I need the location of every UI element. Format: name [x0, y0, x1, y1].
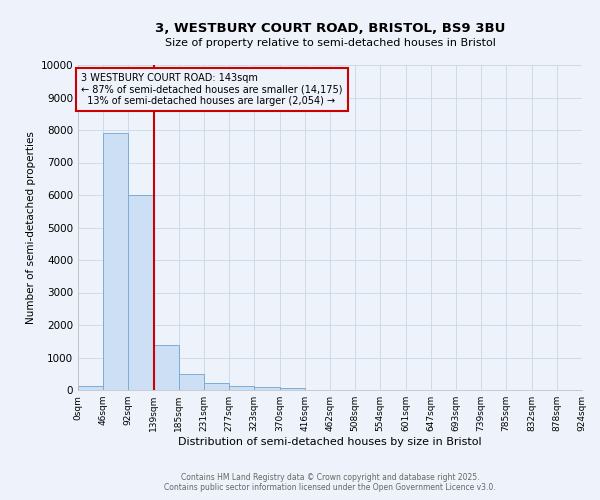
Bar: [78, 386, 103, 390]
Bar: [204, 382, 229, 390]
Text: 3 WESTBURY COURT ROAD: 143sqm
← 87% of semi-detached houses are smaller (14,175): 3 WESTBURY COURT ROAD: 143sqm ← 87% of s…: [81, 73, 343, 106]
X-axis label: Distribution of semi-detached houses by size in Bristol: Distribution of semi-detached houses by …: [178, 437, 482, 447]
Text: Size of property relative to semi-detached houses in Bristol: Size of property relative to semi-detach…: [164, 38, 496, 48]
Bar: [280, 388, 305, 390]
Bar: [128, 195, 154, 390]
Bar: [154, 344, 179, 390]
Bar: [179, 374, 204, 390]
Text: 3, WESTBURY COURT ROAD, BRISTOL, BS9 3BU: 3, WESTBURY COURT ROAD, BRISTOL, BS9 3BU: [155, 22, 505, 36]
Bar: [229, 386, 254, 390]
Bar: [254, 387, 280, 390]
Y-axis label: Number of semi-detached properties: Number of semi-detached properties: [26, 131, 37, 324]
Text: Contains HM Land Registry data © Crown copyright and database right 2025.
Contai: Contains HM Land Registry data © Crown c…: [164, 473, 496, 492]
Bar: [103, 133, 128, 390]
